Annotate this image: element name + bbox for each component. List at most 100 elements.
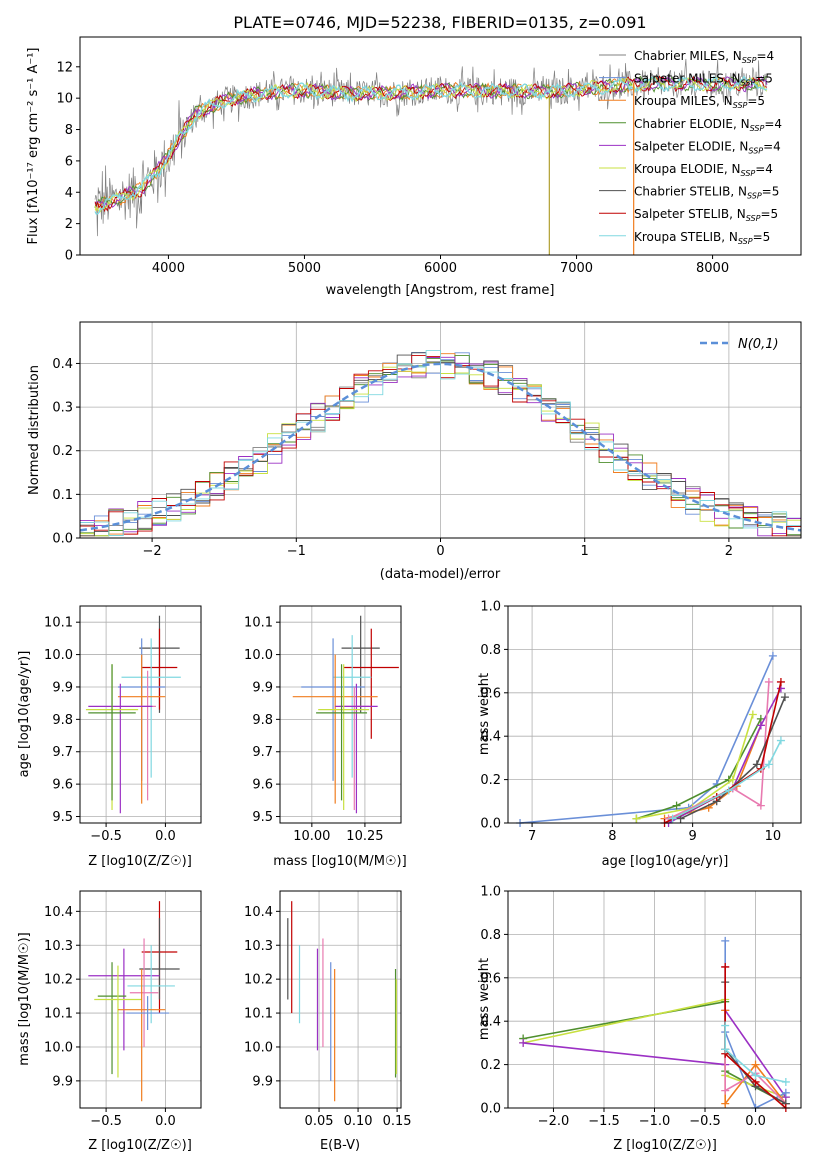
- age-weight-panel: 7 8 9 10 0.0 0.2 0.4 0.6 0.8 1.0: [480, 600, 802, 845]
- age-weight-xtick-label: 10: [765, 829, 782, 844]
- z-weight-ylabel: mass weight: [477, 958, 492, 1040]
- legend-label: Salpeter ELODIE, NSSP=4: [634, 139, 781, 155]
- z-mass-marks: [88, 901, 180, 1102]
- hist-step-line: [80, 352, 801, 537]
- hist-legend: N(0,1): [700, 337, 779, 352]
- legend-label: Chabrier STELIB, NSSP=5: [634, 185, 779, 201]
- z-mass-axes-frame: [79, 890, 202, 1109]
- z-age-xtick-label: 0.0: [155, 829, 176, 844]
- age-weight-marker: [672, 801, 681, 810]
- ebv-mass-gridlines: [280, 891, 401, 1108]
- legend-label: Kroupa MILES, NSSP=5: [634, 94, 765, 110]
- spectrum-series: [94, 58, 768, 255]
- z-weight-ytick-label: 1.0: [480, 885, 501, 900]
- spectrum-ylabel: Flux [fλ10⁻¹⁷ erg cm⁻² s⁻¹ A⁻¹]: [26, 48, 41, 245]
- z-mass-xlabel: Z [log10(Z/Z☉)]: [88, 1138, 192, 1153]
- z-weight-xtick-label: −1.5: [588, 1114, 620, 1129]
- mass-age-ytick-label: 9.8: [252, 713, 273, 728]
- z-weight-marker: [751, 1071, 760, 1080]
- z-weight-marker: [721, 962, 730, 971]
- z-age-xtick-label: −0.5: [90, 829, 122, 844]
- z-weight-xtick-label: 0.0: [745, 1114, 766, 1129]
- mass-age-axes-frame: [279, 605, 402, 824]
- hist-ytick-label: 0.0: [52, 532, 73, 547]
- model-spectrum-line: [94, 75, 768, 213]
- z-mass-ytick-label: 10.3: [44, 939, 73, 954]
- age-weight-xtick-label: 9: [688, 829, 696, 844]
- z-mass-gridlines: [80, 891, 201, 1108]
- spectrum-ytick-label: 8: [65, 123, 73, 138]
- z-mass-ytick-label: 10.4: [44, 905, 73, 920]
- age-weight-series-line: [680, 696, 786, 820]
- spectrum-ytick-label: 2: [65, 217, 73, 232]
- hist-ytick-label: 0.1: [52, 488, 73, 503]
- model-spectrum-line: [94, 76, 768, 208]
- spectrum-lines: [94, 58, 768, 255]
- hist-step-line: [80, 353, 801, 537]
- age-weight-marker: [668, 814, 677, 823]
- ebv-mass-panel: 0.05 0.10 0.15 9.9 10.0 10.1 10.2 10.3 10.4: [244, 890, 412, 1129]
- ebv-mass-ytick-label: 10.3: [244, 939, 273, 954]
- z-weight-marker: [519, 1038, 528, 1047]
- z-weight-ytick-label: 0.2: [480, 1058, 501, 1073]
- ebv-mass-xtick-label: 0.10: [344, 1114, 373, 1129]
- age-weight-marker: [776, 736, 785, 745]
- age-weight-marker: [764, 677, 773, 686]
- age-weight-ytick-label: 0.4: [480, 730, 501, 745]
- age-weight-ytick-label: 0.6: [480, 686, 501, 701]
- z-mass-ytick-label: 10.2: [44, 973, 73, 988]
- hist-xtick-label: 1: [581, 544, 589, 559]
- spectrum-xlabel: wavelength [Angstrom, rest frame]: [326, 283, 555, 298]
- z-age-ticks: −0.5 0.0 9.5 9.6 9.7 9.8 9.9 10.0 10.1: [44, 616, 176, 844]
- ebv-mass-marks: [287, 901, 397, 1102]
- z-age-gridlines: [80, 606, 201, 823]
- spectrum-ytick-label: 6: [65, 154, 73, 169]
- age-weight-marker: [752, 760, 761, 769]
- age-weight-marker: [756, 721, 765, 730]
- ebv-mass-ytick-label: 10.0: [244, 1040, 273, 1055]
- spectrum-ytick-label: 12: [56, 60, 73, 75]
- z-weight-marker: [721, 1021, 730, 1030]
- age-weight-marker: [756, 801, 765, 810]
- age-weight-marker: [724, 786, 733, 795]
- hist-ticks: −2 −1 0 1 2 0.0 0.1 0.2 0.3 0.4: [52, 357, 733, 559]
- z-weight-xtick-label: −0.5: [689, 1114, 721, 1129]
- hist-series: [80, 350, 801, 537]
- z-age-ytick-label: 9.9: [52, 680, 73, 695]
- z-mass-ytick-label: 10.1: [44, 1007, 73, 1022]
- ebv-mass-xtick-label: 0.05: [305, 1114, 334, 1129]
- ebv-mass-xtick-label: 0.15: [383, 1114, 412, 1129]
- age-weight-marker: [676, 814, 685, 823]
- spectrum-legend: Chabrier MILES, NSSP=4 Salpeter MILES, NS…: [599, 49, 782, 246]
- z-weight-marker: [721, 1099, 730, 1108]
- legend-label: Kroupa STELIB, NSSP=5: [634, 230, 770, 246]
- z-weight-ytick-label: 0.6: [480, 971, 501, 986]
- hist-xtick-label: −2: [143, 544, 162, 559]
- spectrum-ticks: 4000 5000 6000 7000 8000 0 2 4 6 8 10 12: [56, 60, 729, 276]
- ebv-mass-xlabel: E(B-V): [320, 1138, 360, 1153]
- age-weight-marker: [632, 814, 641, 823]
- age-weight-xtick-label: 7: [528, 829, 536, 844]
- age-weight-marker: [776, 677, 785, 686]
- age-weight-ylabel: mass weight: [477, 673, 492, 755]
- spectrum-xtick-label: 8000: [696, 261, 729, 276]
- z-weight-ytick-label: 0.0: [480, 1102, 501, 1117]
- mass-age-ticks: 10.00 10.25 9.5 9.6 9.7 9.8 9.9 10.0 10.1: [244, 616, 383, 844]
- mass-age-ytick-label: 9.6: [252, 778, 273, 793]
- age-weight-ticks: 7 8 9 10 0.0 0.2 0.4 0.6 0.8 1.0: [480, 600, 781, 845]
- normal-legend-label: N(0,1): [738, 337, 779, 352]
- z-age-ytick-label: 10.0: [44, 648, 73, 663]
- z-age-axes-frame: [79, 605, 202, 824]
- age-weight-series-line: [636, 718, 762, 820]
- z-mass-ytick-label: 10.0: [44, 1040, 73, 1055]
- mass-age-xtick-label: 10.00: [293, 829, 330, 844]
- legend-label: Kroupa ELODIE, NSSP=4: [634, 162, 773, 178]
- hist-ytick-label: 0.3: [52, 401, 73, 416]
- z-weight-marker: [721, 936, 730, 945]
- mass-age-ytick-label: 10.0: [244, 648, 273, 663]
- age-weight-series-line: [636, 714, 754, 820]
- z-weight-ytick-label: 0.4: [480, 1015, 501, 1030]
- spectrum-title: PLATE=0746, MJD=52238, FIBERID=0135, z=0…: [233, 13, 646, 32]
- mass-age-ytick-label: 9.9: [252, 680, 273, 695]
- legend-label: Chabrier ELODIE, NSSP=4: [634, 117, 782, 133]
